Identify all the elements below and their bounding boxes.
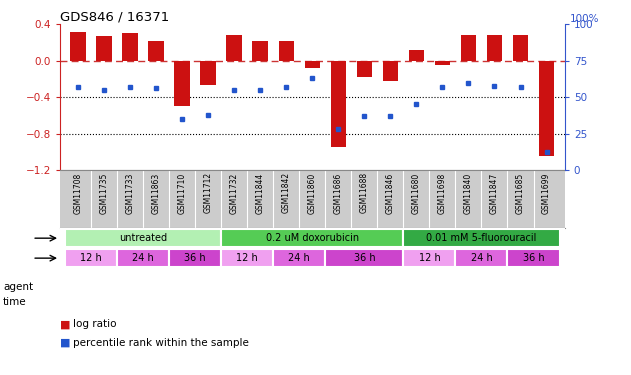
Text: 0.2 uM doxorubicin: 0.2 uM doxorubicin [266,233,359,243]
Bar [148,41,164,61]
Bar [221,249,273,267]
Text: 12 h: 12 h [418,253,440,263]
Text: GSM11733: GSM11733 [126,172,134,214]
Bar [507,249,560,267]
Text: GSM11699: GSM11699 [542,172,551,214]
Bar [409,50,424,61]
Text: GSM11698: GSM11698 [438,172,447,213]
Text: 36 h: 36 h [353,253,375,263]
Text: 0.01 mM 5-fluorouracil: 0.01 mM 5-fluorouracil [427,233,537,243]
Text: 12 h: 12 h [80,253,102,263]
Text: GSM11712: GSM11712 [204,172,213,213]
Bar [539,61,555,156]
Bar [357,61,372,77]
Bar [461,35,476,61]
Text: GSM11735: GSM11735 [100,172,109,214]
Text: 24 h: 24 h [133,253,154,263]
Text: GSM11688: GSM11688 [360,172,369,213]
Text: GSM11842: GSM11842 [282,172,291,213]
Bar [305,61,320,68]
Bar [201,61,216,86]
Text: GSM11846: GSM11846 [386,172,395,213]
Text: ■: ■ [60,338,71,348]
Text: GSM11863: GSM11863 [151,172,161,213]
Bar [65,229,221,248]
Bar [122,33,138,61]
Text: GSM11860: GSM11860 [308,172,317,213]
Bar [70,32,86,61]
Bar [278,41,294,61]
Bar [221,229,403,248]
Bar [117,249,169,267]
Text: GSM11685: GSM11685 [516,172,525,213]
Text: GSM11844: GSM11844 [256,172,265,213]
Text: 36 h: 36 h [522,253,545,263]
Bar [326,249,403,267]
Text: 12 h: 12 h [237,253,258,263]
Text: GSM11710: GSM11710 [178,172,187,213]
Text: log ratio: log ratio [73,320,116,329]
Text: GSM11708: GSM11708 [74,172,83,213]
Text: 24 h: 24 h [288,253,310,263]
Text: untreated: untreated [119,233,167,243]
Bar [227,35,242,61]
Bar [65,249,117,267]
Text: ■: ■ [60,320,71,329]
Bar [403,229,560,248]
Bar [382,61,398,81]
Text: GDS846 / 16371: GDS846 / 16371 [60,10,169,23]
Text: time: time [3,297,27,307]
Text: 100%: 100% [570,14,599,24]
Text: GSM11732: GSM11732 [230,172,239,213]
Bar [331,61,346,147]
Bar [456,249,507,267]
Bar [273,249,326,267]
Bar [97,36,112,61]
Text: 36 h: 36 h [184,253,206,263]
Text: 24 h: 24 h [471,253,492,263]
Bar [513,35,528,61]
Bar [252,41,268,61]
Bar [169,249,221,267]
Text: agent: agent [3,282,33,292]
Bar [174,61,190,106]
Bar [487,35,502,61]
Text: GSM11680: GSM11680 [412,172,421,213]
Text: GSM11840: GSM11840 [464,172,473,213]
Text: percentile rank within the sample: percentile rank within the sample [73,338,249,348]
Text: GSM11686: GSM11686 [334,172,343,213]
Bar [435,61,451,65]
Text: GSM11847: GSM11847 [490,172,499,213]
Bar [403,249,456,267]
